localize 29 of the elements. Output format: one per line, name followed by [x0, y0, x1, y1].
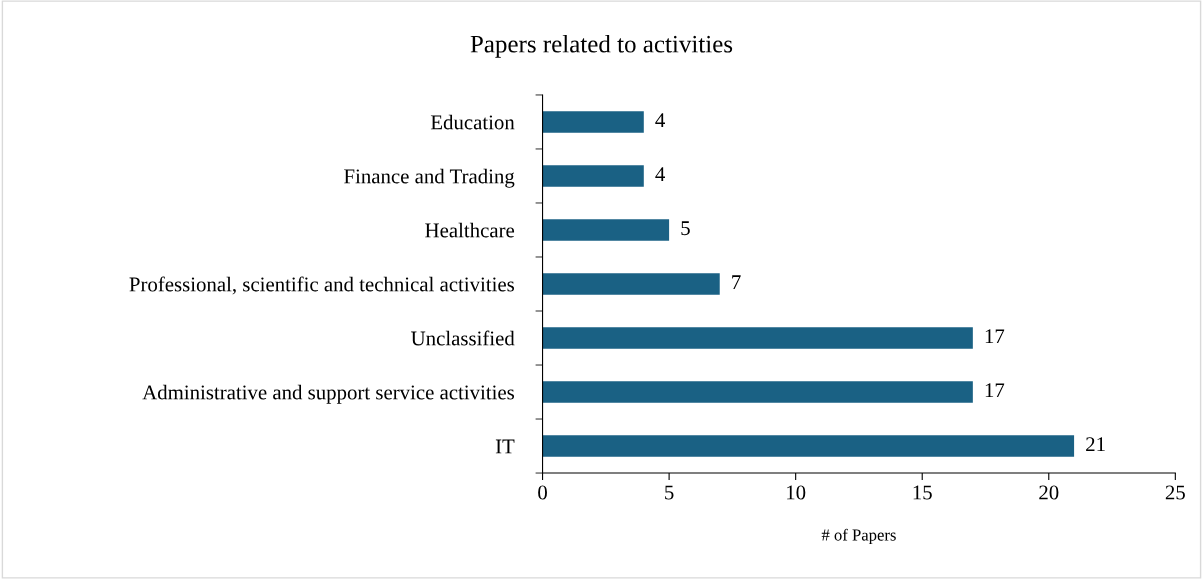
y-tick-label: Unclassified	[411, 330, 515, 346]
bar	[542, 381, 973, 403]
bar	[542, 435, 1075, 457]
chart-title: Papers related to activities	[470, 34, 733, 58]
bar	[542, 219, 670, 241]
bar	[542, 111, 644, 133]
bar	[542, 273, 720, 295]
y-tick-label: Administrative and support service activities	[142, 384, 515, 404]
x-tick-label: 20	[1039, 485, 1059, 500]
y-tick-label: Healthcare	[425, 222, 515, 238]
data-label: 4	[655, 113, 665, 127]
data-label: 5	[681, 221, 690, 236]
data-label: 4	[655, 167, 665, 181]
x-tick-label: 15	[913, 485, 932, 500]
data-label: 17	[985, 383, 1005, 398]
x-tick-label: 10	[787, 485, 806, 500]
data-label: 7	[732, 275, 741, 290]
y-tick-label: Finance and Trading	[344, 168, 515, 188]
x-axis-title: # of Papers	[821, 528, 896, 545]
x-tick-label: 5	[665, 485, 674, 500]
bar	[542, 165, 644, 187]
x-tick-label: 0	[538, 485, 547, 500]
data-label: 17	[985, 329, 1005, 344]
x-tick-label: 25	[1165, 485, 1185, 500]
y-tick-label: Education	[430, 114, 515, 130]
y-tick-label: IT	[495, 439, 515, 454]
y-tick-label: Professional, scientific and technical activities	[129, 276, 515, 295]
bar	[542, 327, 973, 349]
data-label: 21	[1086, 437, 1105, 452]
